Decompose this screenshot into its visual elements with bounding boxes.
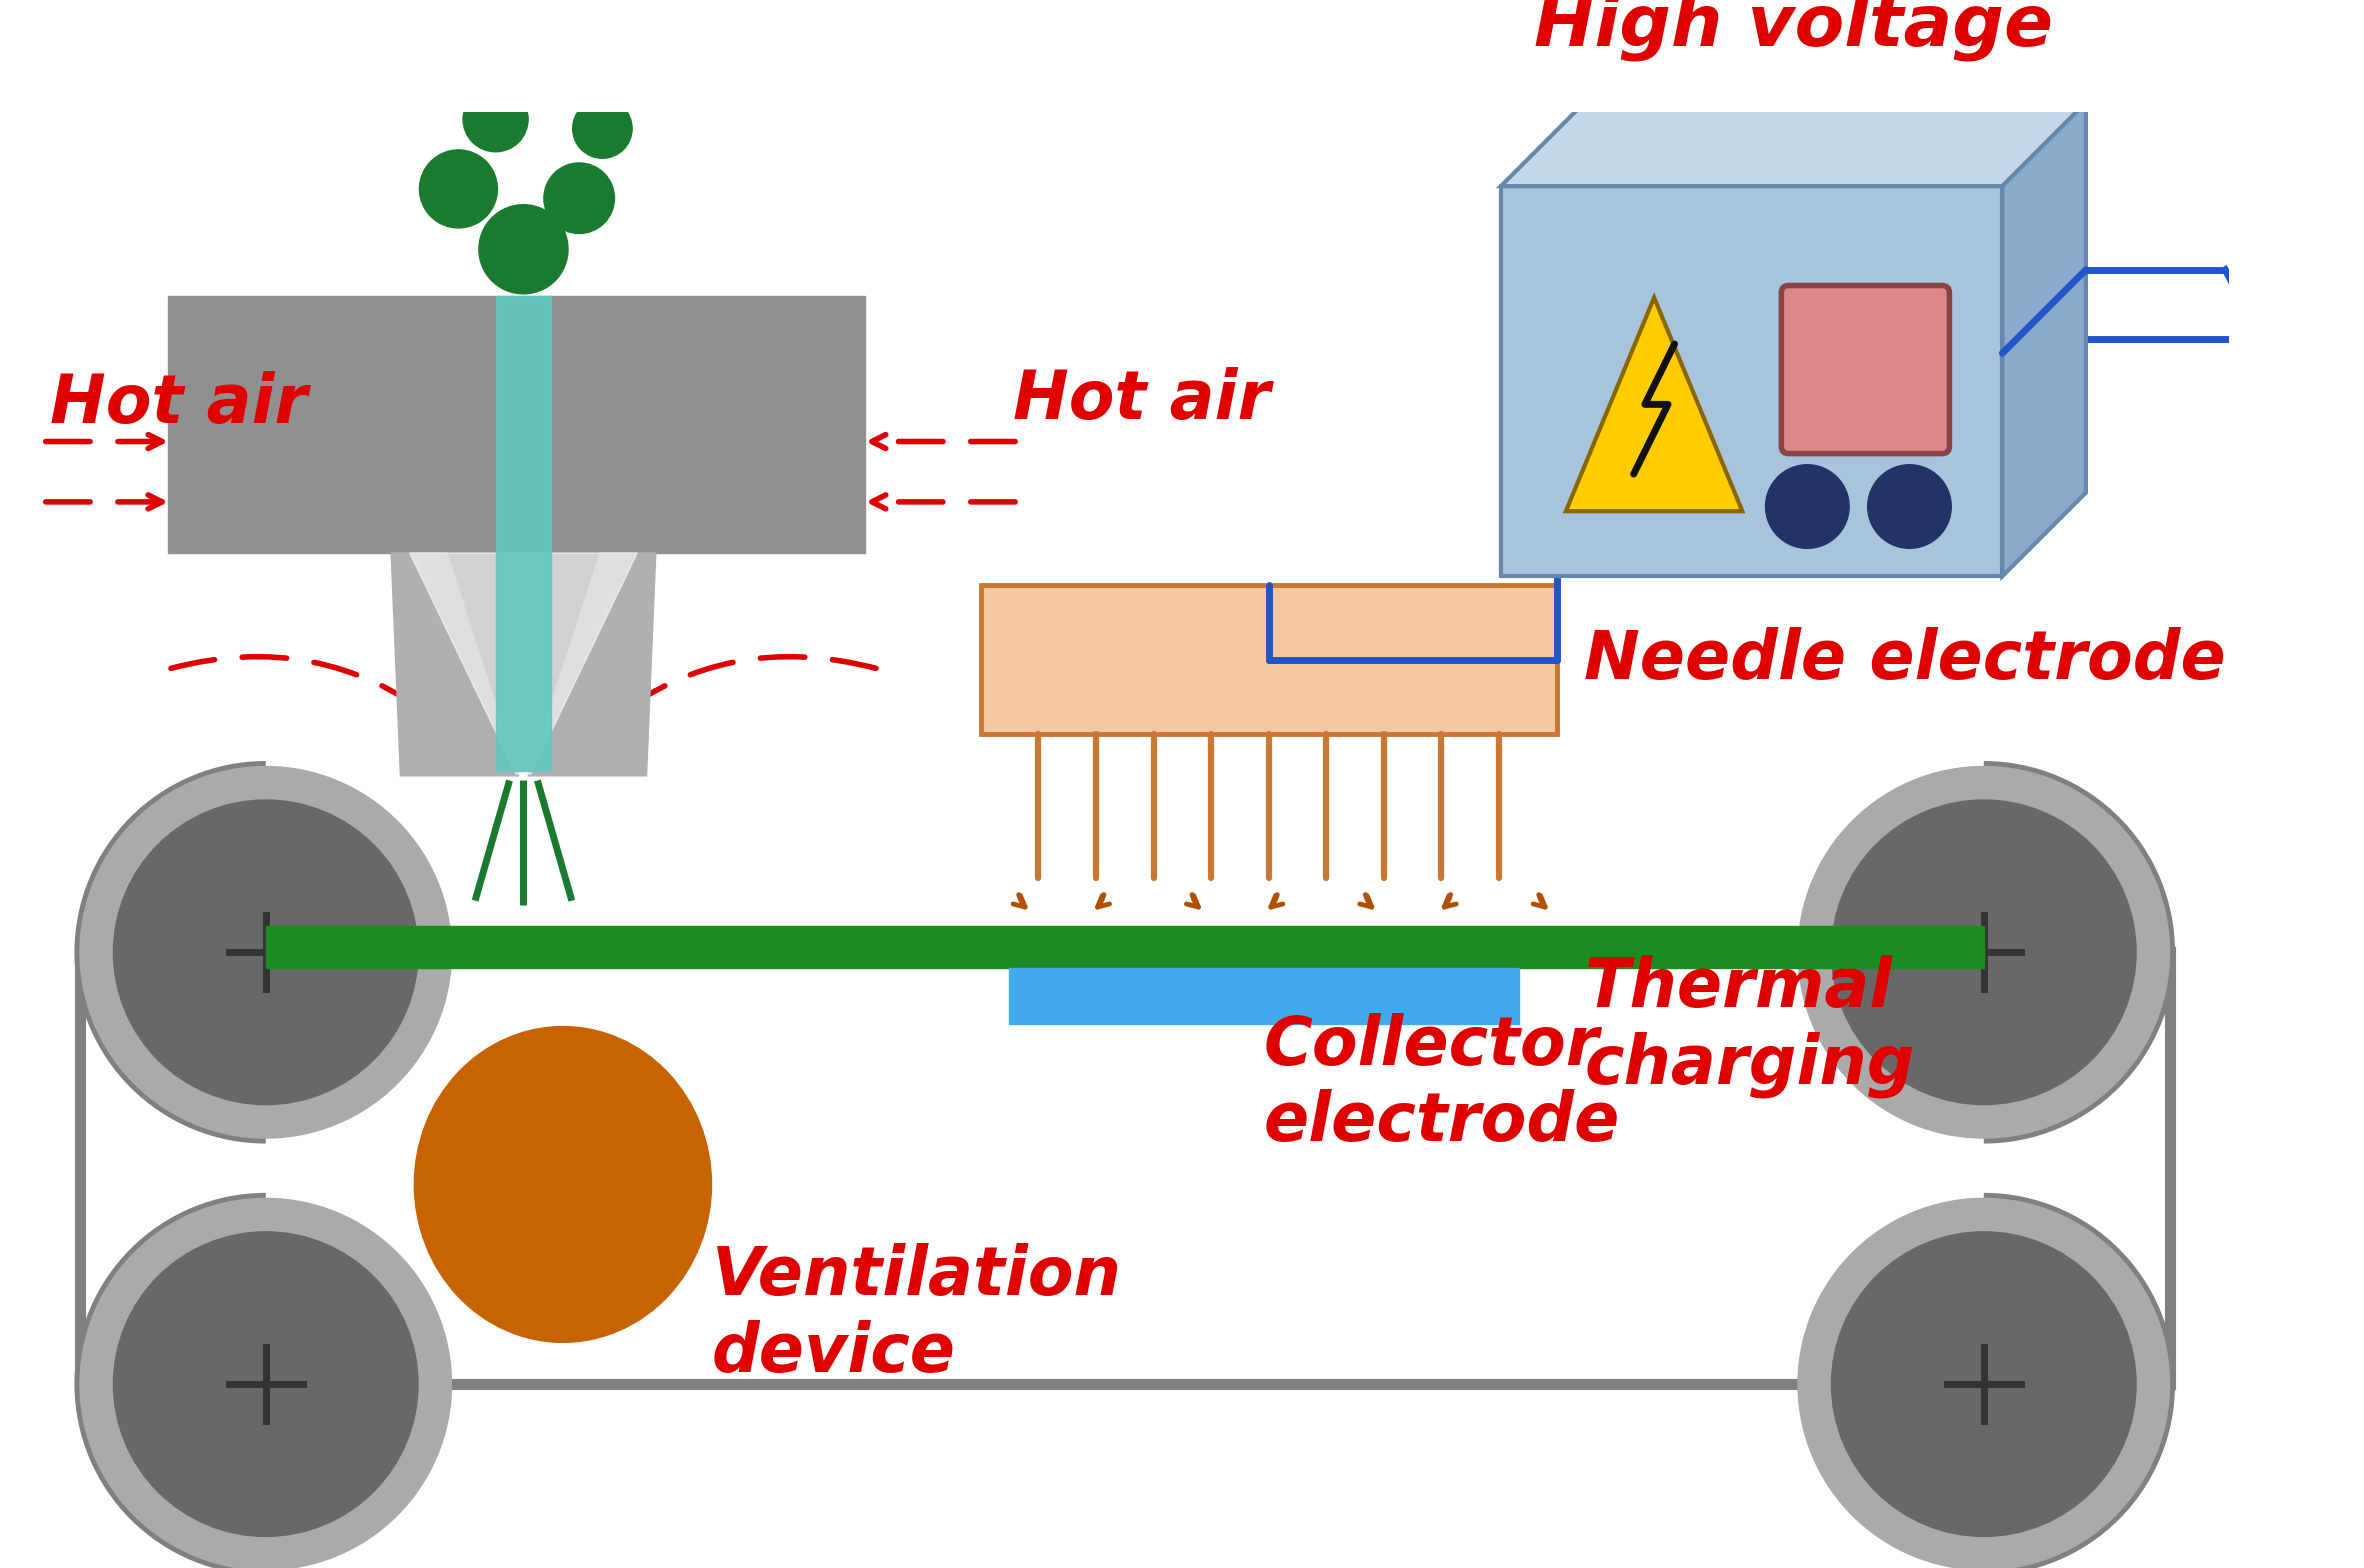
Circle shape: [1799, 1198, 2170, 1568]
Circle shape: [80, 1198, 452, 1568]
Polygon shape: [447, 554, 600, 771]
Text: Collector
electrode: Collector electrode: [1265, 1013, 1619, 1156]
Ellipse shape: [414, 1027, 712, 1342]
Bar: [168, 296, 865, 554]
Circle shape: [480, 205, 567, 293]
Circle shape: [463, 86, 527, 152]
Bar: [981, 585, 1556, 734]
Text: Hot air: Hot air: [1014, 367, 1272, 433]
Circle shape: [553, 0, 596, 11]
Polygon shape: [2002, 102, 2085, 575]
Circle shape: [418, 151, 496, 227]
Polygon shape: [409, 554, 638, 775]
Bar: [1501, 187, 2002, 575]
Polygon shape: [1501, 102, 2085, 187]
Bar: [496, 296, 551, 771]
Circle shape: [80, 767, 452, 1138]
Circle shape: [515, 0, 567, 52]
Polygon shape: [1565, 298, 1742, 511]
Text: Hot air: Hot air: [50, 372, 307, 437]
Circle shape: [1868, 464, 1950, 549]
Circle shape: [113, 800, 418, 1104]
Circle shape: [113, 1232, 418, 1537]
Circle shape: [1832, 1232, 2137, 1537]
Bar: [1009, 967, 1520, 1024]
Circle shape: [1799, 767, 2170, 1138]
FancyBboxPatch shape: [1782, 285, 1950, 453]
Circle shape: [411, 36, 468, 91]
Text: Ventilation
device: Ventilation device: [712, 1243, 1121, 1386]
Text: Needle electrode: Needle electrode: [1584, 627, 2227, 693]
Polygon shape: [527, 554, 655, 776]
Circle shape: [572, 99, 631, 158]
Polygon shape: [390, 554, 518, 776]
Circle shape: [544, 163, 615, 234]
Circle shape: [1832, 800, 2137, 1104]
Text: Thermal
charging: Thermal charging: [1584, 955, 1915, 1098]
Bar: [265, 927, 1983, 967]
Circle shape: [1766, 464, 1849, 549]
Text: High voltage: High voltage: [1534, 0, 2052, 61]
